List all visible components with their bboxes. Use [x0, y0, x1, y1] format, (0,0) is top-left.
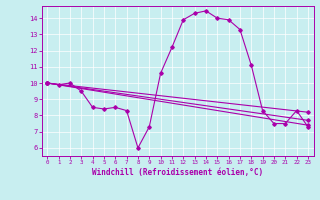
- X-axis label: Windchill (Refroidissement éolien,°C): Windchill (Refroidissement éolien,°C): [92, 168, 263, 177]
